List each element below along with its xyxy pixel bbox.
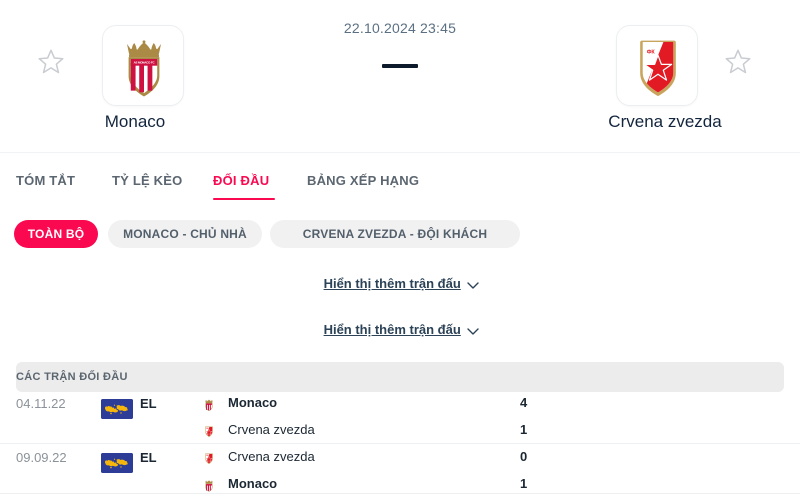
svg-text:ФК: ФК [647, 50, 656, 56]
svg-text:AS MONACO FC: AS MONACO FC [134, 60, 156, 64]
